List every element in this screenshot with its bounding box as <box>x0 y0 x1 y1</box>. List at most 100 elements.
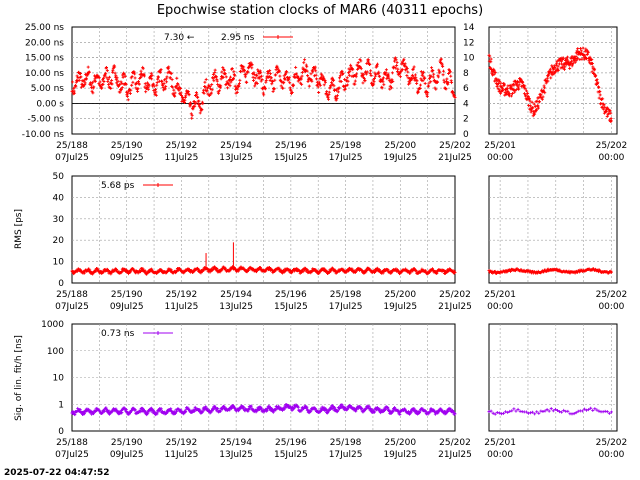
data-point <box>136 89 140 93</box>
data-point <box>539 409 543 413</box>
data-point <box>545 269 549 273</box>
x-tick-label: 25/201 <box>484 290 516 300</box>
data-point <box>342 268 346 272</box>
y-tick-label: -5.00 ns <box>27 115 64 125</box>
legend-marker <box>156 331 160 335</box>
data-point <box>428 270 432 274</box>
data-point <box>242 65 246 69</box>
data-point <box>86 73 90 77</box>
data-point <box>87 70 91 74</box>
data-point <box>384 71 388 75</box>
data-point <box>269 72 273 76</box>
x-tick-label: 25/188 <box>56 438 88 448</box>
data-point <box>174 84 178 88</box>
data-point <box>379 411 383 415</box>
data-point <box>260 77 264 81</box>
data-point <box>439 57 443 61</box>
data-point <box>609 410 613 414</box>
data-point <box>314 69 318 73</box>
data-point <box>105 65 109 69</box>
data-point <box>73 91 77 95</box>
data-point <box>139 69 143 73</box>
data-point <box>602 103 606 107</box>
data-point <box>423 81 427 85</box>
data-point <box>553 66 557 70</box>
data-point <box>410 73 414 77</box>
data-point <box>184 409 188 413</box>
y-tick-label: 50 <box>53 172 65 182</box>
data-point <box>405 67 409 71</box>
data-point <box>113 65 117 69</box>
data-point <box>217 89 221 93</box>
data-point <box>289 88 293 92</box>
data-point <box>98 80 102 84</box>
data-point <box>514 409 518 413</box>
data-point <box>292 84 296 88</box>
data-point <box>257 71 261 75</box>
data-point <box>141 267 145 271</box>
data-point <box>497 411 501 415</box>
x-tick-label: 00:00 <box>598 450 624 460</box>
data-point <box>398 75 402 79</box>
data-point <box>251 79 255 83</box>
data-point <box>405 74 409 78</box>
data-point <box>107 82 111 86</box>
data-point <box>155 83 159 87</box>
data-point <box>402 57 406 61</box>
data-point <box>292 269 296 273</box>
data-point <box>560 410 564 414</box>
data-point <box>442 80 446 84</box>
data-point <box>104 71 108 75</box>
data-point <box>566 55 570 59</box>
data-point <box>82 78 86 82</box>
data-point <box>547 409 551 413</box>
data-point <box>129 88 133 92</box>
x-tick-label: 09Jul25 <box>110 153 144 163</box>
data-point <box>569 59 573 63</box>
data-point <box>377 70 381 74</box>
data-point <box>260 74 264 78</box>
data-point <box>362 72 366 76</box>
data-point <box>93 79 97 83</box>
data-point <box>353 79 357 83</box>
data-point <box>595 408 599 412</box>
data-point <box>300 70 304 74</box>
data-point <box>102 79 106 83</box>
data-point <box>436 75 440 79</box>
data-point <box>390 86 394 90</box>
data-point <box>421 70 425 74</box>
data-point <box>529 411 533 415</box>
x-tick-label: 09Jul25 <box>110 302 144 312</box>
data-point <box>237 82 241 86</box>
x-tick-label: 25/192 <box>166 438 198 448</box>
data-point <box>126 98 130 102</box>
x-tick-label: 11Jul25 <box>165 153 199 163</box>
data-point <box>322 76 326 80</box>
y-tick-label: 0 <box>58 279 64 289</box>
data-point <box>359 59 363 63</box>
data-point <box>512 83 516 87</box>
x-tick-label: 25/198 <box>330 290 362 300</box>
data-point <box>561 58 565 62</box>
data-point <box>77 78 81 82</box>
y-tick-label: 40 <box>53 193 65 203</box>
y-tick-label: 20 <box>53 236 65 246</box>
data-point <box>107 75 111 79</box>
data-point <box>176 83 180 87</box>
data-point <box>228 408 232 412</box>
data-point <box>609 111 613 115</box>
data-point <box>506 90 510 94</box>
y-tick-label: 25.00 ns <box>25 23 64 33</box>
zoom-plot-frame <box>488 175 618 284</box>
data-point <box>510 409 514 413</box>
data-point <box>541 95 545 99</box>
data-point <box>545 408 549 412</box>
data-point <box>215 79 219 83</box>
data-point <box>524 410 528 414</box>
data-point <box>122 72 126 76</box>
data-point <box>607 411 611 415</box>
data-point <box>502 411 506 415</box>
data-point <box>133 72 137 76</box>
data-point <box>130 83 134 87</box>
